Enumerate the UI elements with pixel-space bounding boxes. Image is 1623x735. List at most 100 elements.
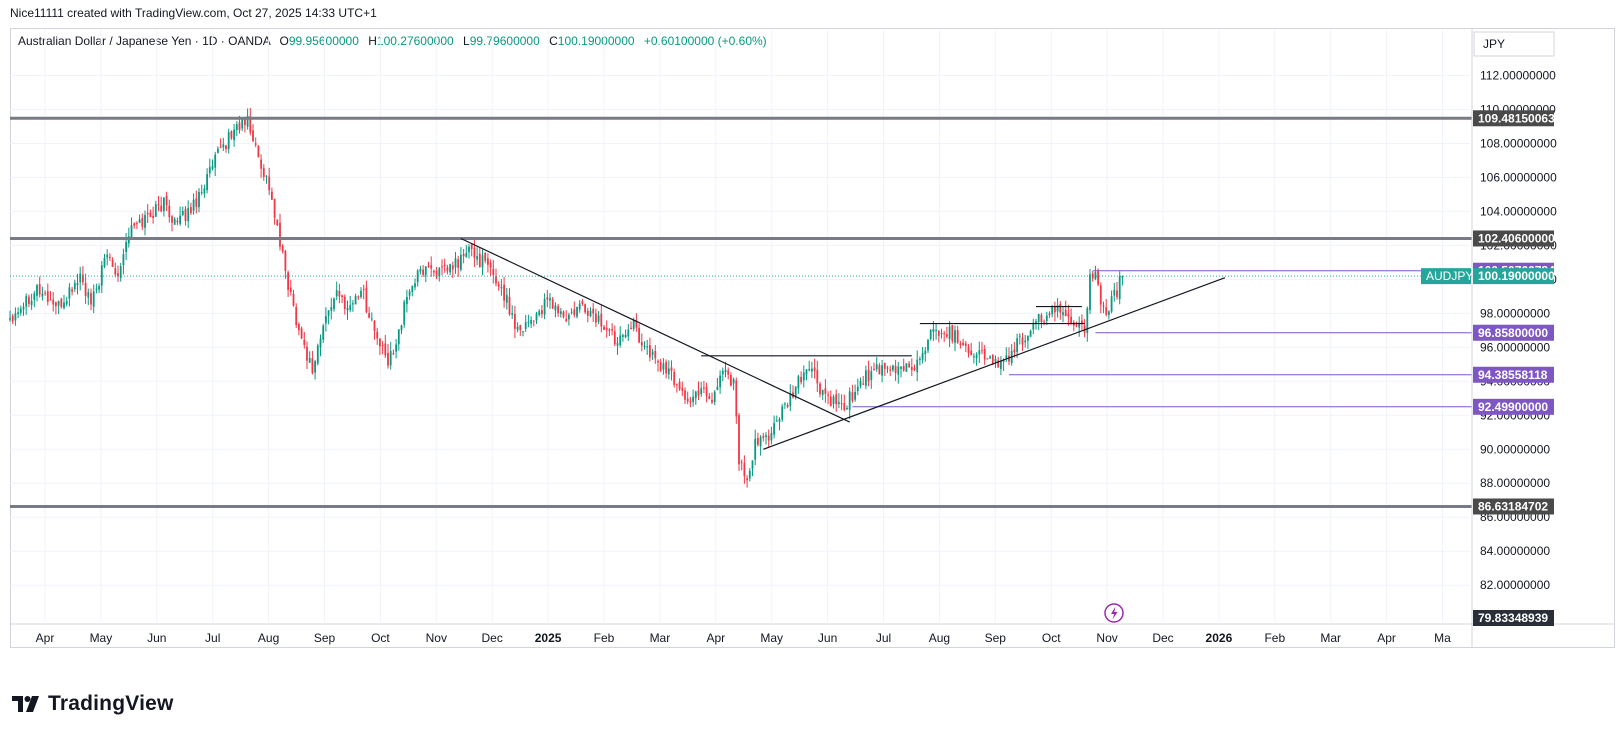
candle-body xyxy=(929,330,932,339)
candle-body xyxy=(827,394,829,396)
time-tick-label: 2026 xyxy=(1206,631,1233,645)
candle-body xyxy=(541,310,543,315)
candle-body xyxy=(1075,324,1078,327)
candle-body xyxy=(1032,322,1035,330)
candle-body xyxy=(1029,330,1032,337)
candle-body xyxy=(468,246,470,253)
candle-body xyxy=(349,305,352,310)
price-tick-label: 84.00000000 xyxy=(1480,544,1550,558)
trendline[interactable] xyxy=(460,237,850,423)
candle-body xyxy=(692,396,694,402)
candle-body xyxy=(119,266,122,279)
low-key: L xyxy=(463,34,470,48)
candle-body xyxy=(403,301,406,325)
candle-body xyxy=(438,268,441,277)
candle-body xyxy=(765,435,767,437)
candle-body xyxy=(543,298,546,315)
candle-body xyxy=(149,212,152,217)
candle-body xyxy=(835,394,838,405)
candle-body xyxy=(916,359,919,372)
candle-body xyxy=(71,289,73,292)
candle-body xyxy=(384,343,387,356)
candle-body xyxy=(262,168,265,177)
candle-body xyxy=(819,383,821,395)
candle-body xyxy=(943,333,946,335)
candle-body xyxy=(900,366,902,369)
candle-body xyxy=(316,345,319,364)
candle-body xyxy=(956,329,959,343)
candle-body xyxy=(757,438,759,445)
candle-body xyxy=(881,365,883,376)
candle-body xyxy=(1116,290,1118,297)
candle-body xyxy=(222,144,225,148)
alert-button[interactable] xyxy=(1104,603,1124,623)
candle-body xyxy=(1102,305,1105,307)
drawings-layer[interactable] xyxy=(10,116,1472,508)
price-tick-label: 104.00000000 xyxy=(1480,204,1557,218)
candle-body xyxy=(79,273,82,283)
candle-body xyxy=(406,297,408,305)
symbol-name[interactable]: Australian Dollar / Japanese Yen · 1D · … xyxy=(18,34,271,48)
candle-body xyxy=(924,350,927,355)
candle-body xyxy=(1062,312,1064,316)
candle-body xyxy=(198,191,200,208)
candle-body xyxy=(244,117,246,126)
candle-body xyxy=(746,478,748,481)
candle-body xyxy=(9,318,11,320)
candle-body xyxy=(235,124,238,130)
candle-body xyxy=(959,343,962,346)
candle-body xyxy=(341,295,343,297)
candle-body xyxy=(762,435,765,438)
candle-body xyxy=(217,148,219,153)
candle-body xyxy=(651,351,654,355)
candle-body xyxy=(883,363,886,369)
candle-body xyxy=(646,346,649,348)
candle-body xyxy=(322,325,325,340)
candle-body xyxy=(983,349,986,360)
candle-body xyxy=(1043,321,1045,323)
level-price-label-box xyxy=(1473,230,1554,247)
candle-body xyxy=(171,216,173,223)
price-tick-label: 82.00000000 xyxy=(1480,578,1550,592)
candle-body xyxy=(851,392,854,401)
candle-body xyxy=(308,357,311,363)
candle-body xyxy=(190,207,192,214)
candle-body xyxy=(805,369,808,375)
open-key: O xyxy=(279,34,289,48)
candle-body xyxy=(292,293,295,306)
candle-body xyxy=(1005,355,1008,359)
candle-body xyxy=(713,391,716,402)
candle-body xyxy=(138,219,141,223)
currency-box[interactable]: JPY xyxy=(1473,31,1555,57)
candle-body xyxy=(1013,349,1016,353)
candle-body xyxy=(773,423,775,435)
lightning-icon xyxy=(1111,606,1118,620)
candle-body xyxy=(886,367,889,369)
candle-body xyxy=(22,306,25,310)
candle-body xyxy=(821,390,824,395)
candle-body xyxy=(111,259,114,267)
candle-body xyxy=(565,318,568,322)
candle-body xyxy=(408,291,411,296)
candle-body xyxy=(748,470,751,479)
candle-body xyxy=(497,283,500,287)
candle-body xyxy=(487,258,489,265)
candle-body xyxy=(811,368,813,372)
candle-body xyxy=(559,311,562,315)
candle-body xyxy=(813,367,816,371)
candle-body xyxy=(519,325,522,331)
candle-body xyxy=(659,362,662,371)
candle-body xyxy=(430,265,433,269)
candle-body xyxy=(411,285,414,293)
candle-body xyxy=(802,372,805,381)
time-tick-label: Aug xyxy=(258,631,279,645)
chart-attribution: Nice11111 created with TradingView.com, … xyxy=(10,6,377,20)
candle-body xyxy=(1059,304,1062,313)
candle-body xyxy=(627,329,630,337)
candle-body xyxy=(433,271,435,273)
trendline[interactable] xyxy=(763,277,1226,450)
candle-body xyxy=(967,346,970,354)
candle-body xyxy=(862,383,865,385)
time-axis[interactable]: Apr May Jun Jul Aug Sep Oct Nov Dec 2025 Feb Mar Apr… xyxy=(10,623,1615,645)
